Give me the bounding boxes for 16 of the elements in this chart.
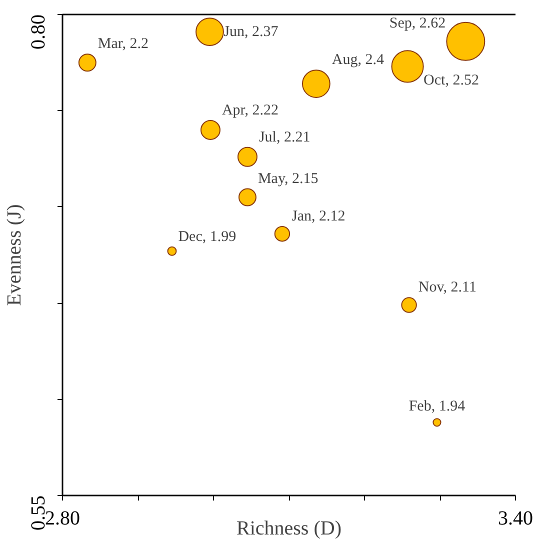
data-label: Oct, 2.52: [424, 72, 479, 88]
data-label: Jun, 2.37: [224, 24, 279, 40]
data-label: Apr, 2.22: [222, 102, 278, 118]
data-label: Nov, 2.11: [418, 280, 476, 296]
data-label: Mar, 2.2: [98, 36, 149, 52]
y-axis-title: Evenness (J): [4, 204, 26, 306]
y-tick-label: 0.80: [28, 14, 50, 50]
data-label: Jan, 2.12: [292, 208, 346, 224]
data-label: May, 2.15: [258, 170, 318, 187]
x-tick-label: 3.40: [498, 508, 533, 530]
data-label: Sep, 2.62: [389, 15, 446, 32]
data-label: Feb, 1.94: [408, 398, 466, 415]
data-label: Aug, 2.4: [332, 52, 384, 68]
x-axis-title: Richness (D): [236, 518, 342, 540]
data-label: Jul, 2.21: [258, 129, 310, 146]
data-label: Dec, 1.99: [178, 228, 236, 245]
